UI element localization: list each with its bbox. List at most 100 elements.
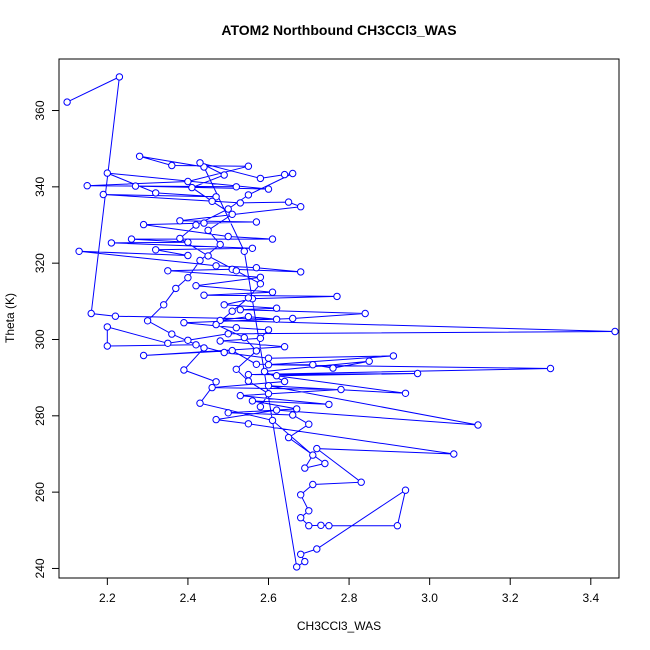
data-point [216,337,224,345]
x-tick-label: 2.4 [180,591,197,605]
data-point [256,174,265,183]
data-point [232,183,241,191]
data-point [75,247,83,256]
data-point [305,522,313,530]
series-line [66,76,616,568]
data-point [252,264,261,272]
data-point [192,282,200,290]
data-point [168,161,176,170]
data-point [280,170,289,179]
data-point [244,377,253,385]
data-point [240,247,249,256]
data-point [200,291,208,299]
data-point [309,451,317,459]
data-point [192,341,200,349]
data-point [240,333,249,342]
plot-frame [58,58,620,579]
data-point [200,344,208,352]
data-point [180,366,188,374]
data-point [139,220,148,229]
y-tick-label: 280 [33,405,47,425]
x-tick-label: 3.4 [582,591,599,605]
data-point [224,205,232,213]
data-point [357,478,365,486]
data-point [272,406,281,414]
y-tick-label: 320 [33,253,47,273]
data-point [337,385,345,394]
data-point [413,369,422,378]
data-point [252,218,261,226]
data-point [280,343,289,351]
data-point [297,491,305,499]
data-point [256,280,265,288]
data-point [268,288,277,296]
data-point [168,330,176,338]
data-point [252,347,261,355]
data-point [200,219,208,227]
data-point [280,377,289,386]
data-point [184,274,192,282]
data-point [264,354,273,362]
data-point [216,240,224,249]
data-point [244,162,253,170]
data-point [184,251,192,260]
data-point [103,342,112,350]
data-point [256,273,265,281]
data-point [546,364,555,373]
data-point [244,420,253,428]
data-point [301,464,309,472]
data-point [305,420,313,428]
data-point [474,421,482,429]
y-axis-label: Theta (K) [3,293,17,343]
data-point [268,235,277,243]
axis-ticks: 2.2 2.4 2.6 2.8 3.0 3.2 3.4 240 260 280 300 320 340 3… [33,100,599,605]
data-point [184,177,192,186]
data-point [284,198,293,206]
data-point [87,309,95,318]
data-point [361,309,369,318]
y-tick-label: 260 [33,482,47,502]
data-point [321,459,329,468]
x-tick-label: 3.2 [502,591,519,605]
data-point [297,203,305,211]
data-point [103,169,112,177]
data-point [264,382,273,390]
data-point [192,221,200,229]
data-point [309,480,317,489]
y-tick-label: 340 [33,177,47,197]
data-point [176,234,184,243]
data-point [143,317,152,325]
data-point [103,323,112,331]
data-point [135,152,144,161]
data-point [160,301,168,309]
data-point [224,232,232,241]
data-point [63,98,71,106]
data-point [224,409,232,417]
data-point [212,262,220,270]
data-point [611,327,619,336]
data-point [99,190,108,199]
data-point [325,522,333,530]
data-point [220,171,228,179]
data-point [152,246,160,254]
data-point [272,372,281,380]
x-axis-label: CH3CCl3_WAS [297,619,381,633]
data-point [139,351,148,360]
data-point [212,320,220,329]
x-tick-label: 2.2 [99,591,116,605]
data-point [228,210,236,219]
data-point [289,411,297,419]
x-tick-label: 3.0 [421,591,438,605]
data-point [301,557,309,566]
data-point [228,307,236,315]
data-point [289,169,297,178]
data-point [393,522,402,530]
data-point [196,256,204,265]
data-point [248,244,257,253]
data-point [184,238,192,246]
y-tick-label: 240 [33,558,47,578]
data-point [180,319,188,327]
data-point [256,334,265,342]
data-point [260,367,269,376]
data-point [212,193,220,201]
